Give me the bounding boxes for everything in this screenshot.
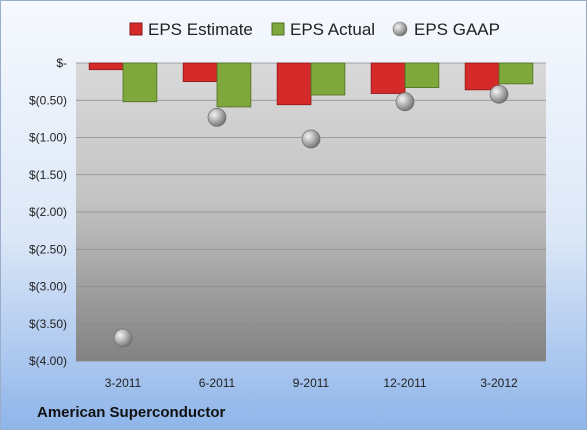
bar-eps-estimate [370, 62, 406, 94]
x-tick-label: 3-2011 [105, 376, 142, 390]
bar-eps-actual [404, 62, 440, 88]
bar-eps-actual [216, 62, 252, 108]
point-eps-gaap [301, 129, 321, 149]
bar-eps-actual [122, 62, 158, 103]
legend-swatch-estimate [129, 22, 143, 36]
legend-label-gaap: EPS GAAP [414, 20, 500, 39]
bar-eps-actual [310, 62, 346, 96]
bars [88, 62, 534, 108]
gaap-points [113, 84, 509, 348]
y-tick-label: $(1.00) [29, 131, 67, 145]
y-tick-label: $(4.00) [29, 354, 67, 368]
bar-eps-estimate [182, 62, 218, 83]
x-tick-label: 12-2011 [383, 376, 426, 390]
y-tick-label: $- [56, 56, 67, 70]
y-tick-label: $(0.50) [29, 93, 67, 107]
y-tick-label: $(3.50) [29, 317, 67, 331]
y-axis-ticks: $- $(0.50) $(1.00) $(1.50) $(2.00) $(2.50) $(3… [29, 56, 67, 368]
point-eps-gaap [489, 84, 509, 104]
legend-swatch-gaap [392, 21, 408, 37]
legend: EPS Estimate EPS Actual EPS GAAP [129, 20, 500, 39]
legend-swatch-actual [271, 22, 285, 36]
chart-caption: American Superconductor [37, 404, 226, 421]
y-tick-label: $(2.00) [29, 205, 67, 219]
legend-label-actual: EPS Actual [290, 20, 375, 39]
bar-eps-estimate [464, 62, 500, 91]
x-tick-label: 3-2012 [480, 376, 518, 390]
y-tick-label: $(2.50) [29, 242, 67, 256]
x-tick-label: 9-2011 [293, 376, 330, 390]
point-eps-gaap [207, 108, 227, 127]
x-axis-ticks: 3-2011 6-2011 9-2011 12-2011 3-2012 [105, 376, 518, 390]
y-tick-label: $(3.00) [29, 280, 67, 294]
x-tick-label: 6-2011 [199, 376, 236, 390]
point-eps-gaap [113, 328, 133, 348]
bar-eps-estimate [276, 62, 312, 106]
bar-eps-estimate [88, 62, 124, 71]
bar-eps-actual [498, 62, 534, 85]
point-eps-gaap [395, 92, 415, 112]
y-tick-label: $(1.50) [29, 168, 67, 182]
legend-label-estimate: EPS Estimate [148, 20, 253, 39]
